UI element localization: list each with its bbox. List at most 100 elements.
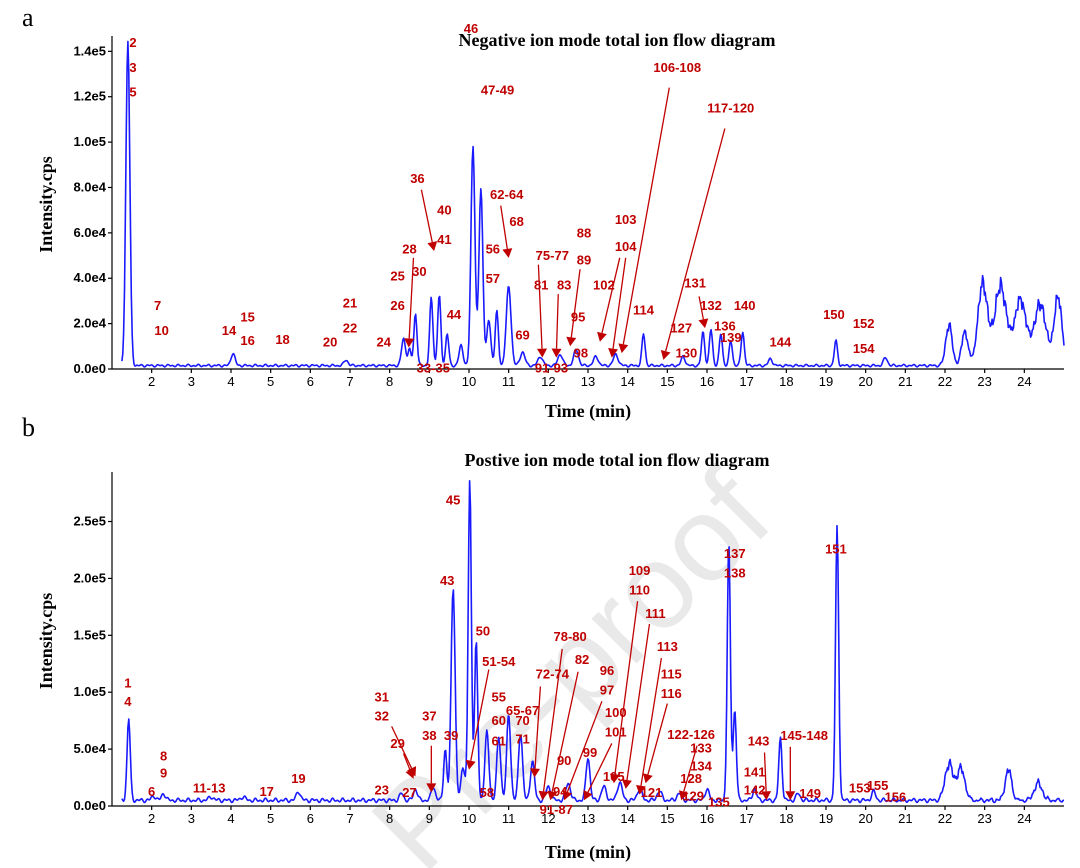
x-axis-label: Time (min) <box>545 401 631 422</box>
peak-label: 141 <box>744 764 766 779</box>
peak-label: 33-35 <box>417 360 450 375</box>
x-tick-label: 4 <box>227 811 234 826</box>
peak-label: 55 <box>492 689 506 704</box>
peak-label: 46 <box>464 21 478 36</box>
tic-trace <box>121 40 1065 368</box>
peak-label: 134 <box>690 759 712 774</box>
peak-label: 122-126 <box>667 727 715 742</box>
peak-label: 3 <box>129 60 136 75</box>
peak-arrowhead <box>566 336 577 347</box>
peak-label: 127 <box>670 321 692 336</box>
x-tick-label: 14 <box>620 374 634 389</box>
panel-letter: b <box>22 413 35 442</box>
peak-label: 24 <box>376 334 391 349</box>
peak-arrow <box>612 257 627 349</box>
peak-label: 7 <box>154 298 161 313</box>
peak-label: 81 <box>534 278 548 293</box>
peak-arrowhead <box>761 791 772 801</box>
peak-arrowhead <box>678 790 689 801</box>
peak-arrow <box>420 189 433 243</box>
peak-label: 5 <box>129 85 136 100</box>
peak-arrowhead <box>426 783 437 793</box>
x-tick-label: 7 <box>346 811 353 826</box>
peak-arrow <box>408 257 415 339</box>
peak-label: 31 <box>374 689 388 704</box>
peak-label: 83 <box>557 278 571 293</box>
x-tick-label: 11 <box>502 374 516 389</box>
x-tick-label: 22 <box>938 811 952 826</box>
x-tick-label: 21 <box>898 811 912 826</box>
x-tick-label: 16 <box>700 374 714 389</box>
x-tick-label: 4 <box>227 374 234 389</box>
y-tick-label: 0.0e0 <box>73 798 106 813</box>
peak-label: 114 <box>633 303 655 318</box>
peak-label: 71 <box>515 731 529 746</box>
peak-label: 121 <box>641 785 663 800</box>
x-tick-label: 12 <box>541 811 555 826</box>
peak-label: 14 <box>222 323 237 338</box>
peak-label: 128 <box>680 771 702 786</box>
x-tick-label: 3 <box>188 374 195 389</box>
peak-label: 156 <box>885 789 907 804</box>
x-tick-label: 24 <box>1017 811 1031 826</box>
peak-label: 29 <box>390 736 404 751</box>
peak-label: 72-74 <box>536 667 570 682</box>
peak-label: 131 <box>684 275 706 290</box>
peak-label: 153 <box>849 780 871 795</box>
peak-label: 149 <box>799 786 821 801</box>
peak-arrowhead <box>465 759 476 770</box>
peak-label: 18 <box>275 332 289 347</box>
peak-label: 25 <box>390 269 404 284</box>
peak-label: 37 <box>422 709 436 724</box>
x-axis-label: Time (min) <box>545 842 631 863</box>
peak-label: 38 <box>422 728 436 743</box>
peak-label: 89 <box>577 253 591 268</box>
peak-label: 95 <box>571 309 585 324</box>
peak-label: 20 <box>323 334 337 349</box>
x-tick-label: 20 <box>858 811 872 826</box>
x-tick-label: 20 <box>858 374 872 389</box>
x-tick-label: 3 <box>188 811 195 826</box>
peak-arrow <box>640 657 663 786</box>
peak-label: 105 <box>603 769 625 784</box>
peak-label: 97 <box>600 682 614 697</box>
peak-label: 22 <box>343 321 357 336</box>
peak-label: 69 <box>515 328 529 343</box>
y-tick-label: 2.0e4 <box>73 316 106 331</box>
peak-arrow <box>537 264 543 349</box>
peak-label: 137 <box>724 546 746 561</box>
peak-label: 10 <box>154 323 168 338</box>
peak-arrowhead <box>502 248 513 258</box>
x-tick-label: 13 <box>581 374 595 389</box>
peak-label: 101 <box>605 725 627 740</box>
peak-label: 1 <box>124 676 131 691</box>
peak-label: 32 <box>374 709 388 724</box>
y-tick-label: 1.0e5 <box>73 134 106 149</box>
x-tick-label: 8 <box>386 374 393 389</box>
peak-label: 136 <box>714 318 736 333</box>
peak-label: 142 <box>744 783 766 798</box>
peak-arrow <box>570 269 581 338</box>
peak-label: 99 <box>583 745 597 760</box>
x-tick-label: 2 <box>148 811 155 826</box>
peak-arrowhead <box>785 791 796 801</box>
x-tick-label: 5 <box>267 374 274 389</box>
peak-label: 41 <box>437 232 451 247</box>
peak-label: 145-148 <box>780 728 828 743</box>
y-tick-label: 5.0e4 <box>73 741 106 756</box>
peak-label: 68 <box>509 214 523 229</box>
peak-arrowhead <box>622 779 632 789</box>
x-tick-label: 18 <box>779 374 793 389</box>
peak-arrow <box>555 294 559 349</box>
peak-arrow <box>683 745 698 792</box>
peak-label: 21 <box>343 296 357 311</box>
peak-label: 78-80 <box>554 629 587 644</box>
peak-arrowhead <box>407 766 417 777</box>
peak-label: 70 <box>515 713 529 728</box>
peak-label: 28 <box>402 241 416 256</box>
peak-label: 19 <box>291 771 305 786</box>
x-tick-label: 15 <box>660 374 674 389</box>
y-tick-label: 0.0e0 <box>73 361 106 376</box>
x-tick-label: 19 <box>819 811 833 826</box>
y-tick-label: 1.4e5 <box>73 43 106 58</box>
